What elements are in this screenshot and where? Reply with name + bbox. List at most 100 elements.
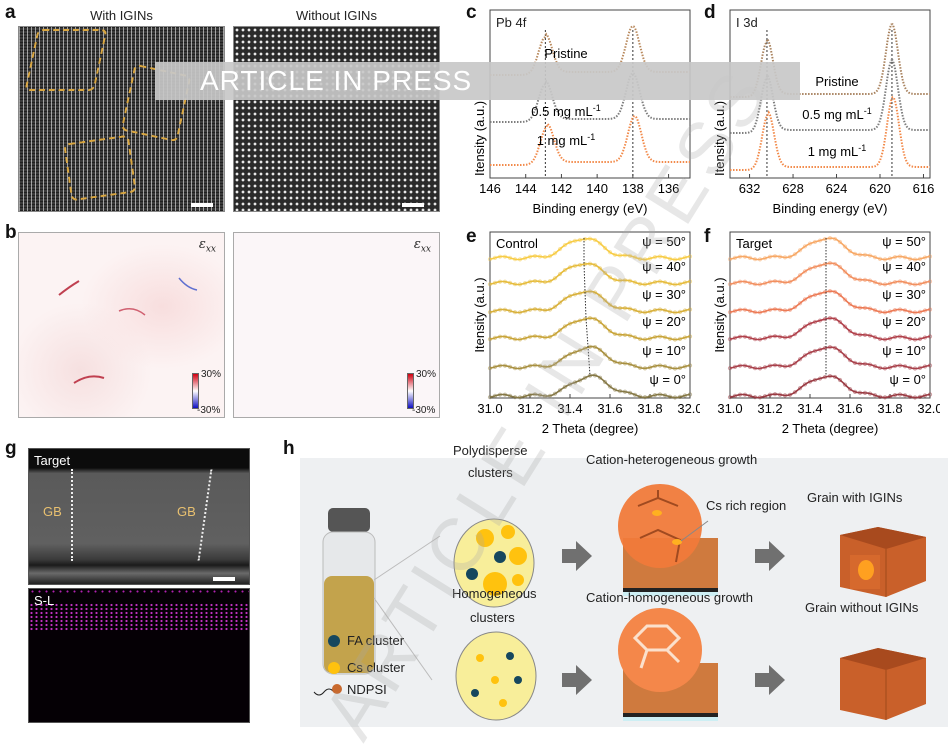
chart-title: Control (496, 236, 538, 251)
data-point (822, 289, 828, 295)
data-point (577, 262, 583, 268)
data-point (622, 389, 628, 394)
data-point (922, 255, 928, 260)
series-label: 0.5 mg mL-1 (802, 106, 871, 122)
panel-a-label: a (5, 2, 16, 23)
data-point (852, 276, 858, 281)
data-point (532, 334, 538, 339)
data-point (617, 332, 623, 337)
data-point (507, 280, 513, 285)
data-point (882, 310, 888, 315)
data-point (892, 334, 898, 340)
schematic-panel: Polydisperse clusters Homogeneous cluste… (300, 443, 948, 727)
series-label: ψ = 20° (642, 314, 686, 329)
data-point (562, 267, 568, 273)
data-point (547, 334, 553, 339)
data-point (547, 279, 553, 284)
data-point (492, 255, 498, 260)
chart-d-i3d: 632 628 624 620 616 Binding energy (eV) Itensi… (712, 9, 935, 216)
peak-shift-line (583, 238, 591, 377)
homogeneous-label-2: clusters (470, 610, 515, 625)
series-label: ψ = 40° (882, 259, 926, 274)
data-point (582, 316, 588, 322)
data-point (617, 360, 623, 366)
data-point (792, 332, 798, 337)
data-point (667, 309, 673, 314)
data-point (732, 364, 738, 369)
series-label: ψ = 10° (642, 343, 686, 358)
colorbar-min: -30% (197, 405, 221, 416)
x-tick-label: 31.8 (877, 401, 902, 416)
data-point (837, 264, 843, 270)
data-point (582, 375, 588, 380)
data-point (657, 334, 663, 339)
data-point (807, 241, 813, 246)
data-point (502, 392, 508, 397)
data-point (552, 391, 558, 396)
data-point (662, 335, 668, 340)
data-point (872, 308, 878, 313)
x-tick-label: 31.0 (717, 401, 742, 416)
data-point (787, 279, 793, 284)
grain-outline (63, 134, 137, 202)
data-point (527, 334, 533, 339)
x-axis-label: Binding energy (eV) (773, 201, 888, 216)
series-label: 0.5 mg mL-1 (531, 103, 600, 119)
data-point (817, 238, 823, 243)
data-point (872, 393, 878, 398)
data-point (872, 255, 878, 260)
data-point (622, 305, 628, 311)
data-point (612, 277, 618, 282)
data-point (537, 363, 543, 369)
data-point (822, 261, 828, 267)
data-point (797, 248, 803, 253)
data-point (527, 392, 533, 397)
x-tick-label: 31.6 (597, 401, 622, 416)
data-point (767, 363, 773, 368)
data-point (487, 282, 493, 287)
data-point (807, 321, 813, 326)
data-point (777, 307, 783, 312)
data-point (612, 305, 618, 310)
x-tick-label: 616 (913, 181, 935, 196)
grain-without-label: Grain without IGINs (805, 600, 919, 615)
data-point (657, 307, 663, 312)
x-tick-label: 146 (479, 181, 501, 196)
data-point (842, 297, 848, 302)
grain-outline (24, 29, 108, 91)
sl-signal (29, 603, 249, 631)
data-point (642, 310, 648, 315)
colorbar (407, 373, 414, 409)
data-point (762, 281, 768, 286)
colorbar-max: 30% (201, 369, 222, 380)
data-point (887, 336, 893, 341)
data-point (487, 395, 493, 400)
data-point (532, 253, 538, 259)
series-label: ψ = 10° (882, 343, 926, 358)
data-point (782, 364, 788, 369)
data-point (897, 334, 903, 339)
data-point (487, 310, 493, 315)
legend-ndpsi: NDPSI (347, 682, 387, 697)
data-point (917, 281, 923, 286)
x-tick-label: 31.2 (517, 401, 542, 416)
data-point (517, 282, 523, 287)
series-label-sup: -1 (858, 143, 866, 153)
sem-cross-section: Target GB GB (28, 448, 250, 585)
data-point (842, 269, 848, 274)
data-point (812, 292, 818, 298)
data-point (792, 252, 798, 257)
data-point (567, 240, 573, 245)
data-point (777, 392, 783, 397)
data-point (667, 365, 673, 370)
data-point (867, 278, 873, 283)
data-point (827, 374, 833, 379)
data-point (892, 363, 898, 369)
data-point (607, 384, 613, 389)
data-point (762, 336, 768, 341)
data-point (802, 297, 808, 302)
data-point (752, 395, 758, 400)
data-point (857, 305, 863, 310)
data-point (882, 257, 888, 262)
data-point (917, 365, 923, 370)
